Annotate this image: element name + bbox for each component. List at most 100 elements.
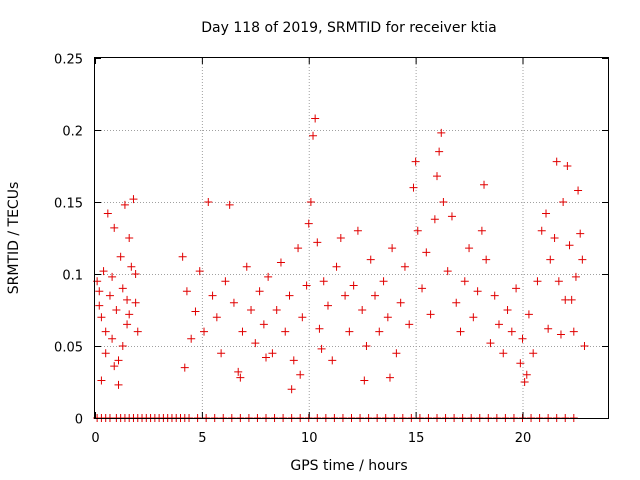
data-point (101, 327, 110, 336)
data-point (362, 342, 371, 350)
data-point (516, 359, 525, 368)
data-point (123, 295, 132, 304)
data-point (529, 349, 538, 358)
data-point (542, 209, 551, 218)
data-point (494, 320, 503, 329)
data-point (105, 291, 114, 300)
data-point (546, 255, 555, 264)
data-point (486, 339, 495, 348)
data-point (200, 327, 209, 336)
data-point (118, 284, 127, 293)
data-point (392, 349, 401, 358)
data-point (576, 229, 585, 238)
data-point (255, 287, 264, 296)
data-point (238, 327, 247, 336)
data-point (433, 172, 441, 181)
data-point (565, 241, 574, 250)
data-point (375, 327, 384, 336)
data-point (276, 258, 285, 267)
data-point (229, 298, 238, 307)
data-point (360, 376, 369, 385)
data-point (242, 262, 251, 271)
data-point (133, 327, 142, 336)
y-tick-label: 0.1 (62, 269, 83, 284)
data-point (118, 342, 127, 350)
data-point (385, 373, 394, 382)
data-point (262, 353, 270, 362)
data-point (212, 313, 221, 322)
data-point (131, 298, 140, 307)
chart-title: Day 118 of 2019, SRMTID for receiver kti… (201, 20, 496, 36)
data-point (309, 131, 318, 140)
data-point (217, 349, 226, 358)
data-point (319, 277, 328, 286)
data-point (336, 234, 345, 242)
data-point (108, 272, 117, 281)
data-point (518, 334, 527, 343)
data-point (311, 114, 320, 123)
data-point (187, 334, 196, 343)
data-point (234, 367, 243, 376)
x-axis-label: GPS time / hours (290, 458, 407, 474)
data-point (204, 198, 213, 206)
data-point (460, 277, 469, 286)
plot-frame (94, 57, 609, 419)
data-point (388, 244, 397, 253)
data-point (349, 281, 358, 290)
y-tick-label: 0.25 (54, 53, 83, 68)
data-point (178, 252, 187, 261)
data-point (341, 291, 350, 300)
data-point (447, 212, 456, 221)
data-point (323, 301, 332, 310)
data-point (552, 157, 561, 166)
data-point (366, 255, 375, 264)
data-point (507, 327, 516, 336)
data-point (400, 262, 409, 271)
data-point (580, 342, 589, 350)
data-point (259, 320, 268, 329)
data-point (559, 198, 568, 206)
data-point (125, 310, 134, 319)
data-point (561, 295, 570, 304)
data-point (251, 339, 260, 348)
data-point (114, 356, 123, 365)
y-tick-label: 0.15 (54, 197, 83, 212)
data-point (195, 267, 204, 276)
data-point (556, 330, 565, 339)
data-point (574, 186, 583, 195)
data-point (418, 284, 427, 293)
axis-ticks (95, 58, 608, 419)
data-point (512, 284, 521, 293)
data-point (569, 327, 578, 336)
data-point (413, 226, 422, 235)
data-point (396, 298, 405, 307)
data-point (302, 281, 311, 290)
x-tick-label: 10 (301, 431, 318, 446)
data-point (465, 244, 474, 253)
y-tick-label: 0.05 (54, 341, 83, 356)
data-point (127, 262, 136, 271)
x-tick-label: 0 (91, 431, 99, 446)
data-point (482, 255, 491, 264)
data-point (306, 198, 315, 206)
data-point (358, 306, 367, 314)
data-point (287, 385, 296, 394)
data-point (317, 344, 326, 353)
data-point (129, 195, 138, 204)
data-point (477, 226, 486, 235)
x-tick-label: 20 (515, 431, 532, 446)
data-point (435, 147, 444, 156)
data-point (550, 234, 559, 242)
data-point (191, 307, 200, 316)
data-point (480, 180, 489, 189)
data-point (503, 306, 512, 314)
data-point (180, 363, 189, 372)
data-point (452, 298, 461, 307)
data-point (332, 262, 341, 271)
x-tick-label: 5 (198, 431, 206, 446)
data-point (298, 313, 307, 322)
data-point (108, 334, 117, 343)
data-point (490, 291, 499, 300)
data-point (571, 272, 580, 281)
